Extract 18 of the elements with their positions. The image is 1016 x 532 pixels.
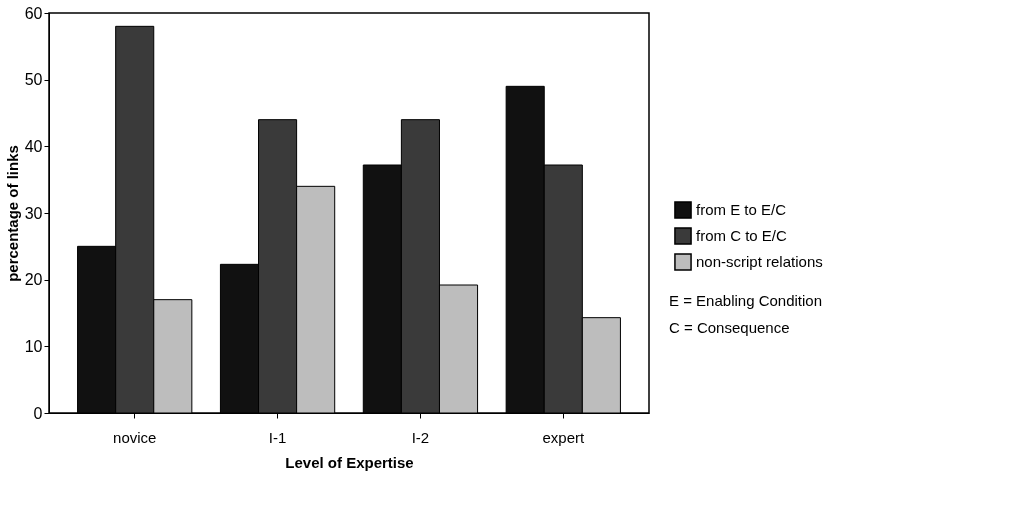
- x-tick-label: expert: [542, 428, 585, 446]
- legend-label: from C to E/C: [696, 227, 788, 244]
- legend-label: from E to E/C: [696, 201, 787, 218]
- y-tick-label: 40: [24, 137, 43, 155]
- y-tick-label: 60: [24, 4, 43, 22]
- text: E = Enabling Condition: [669, 292, 823, 309]
- x-tick-label: I-1: [268, 428, 287, 446]
- y-axis-title: percentage of links: [3, 145, 21, 282]
- y-tick-label: 20: [24, 271, 43, 289]
- y-tick-label: 50: [24, 71, 43, 89]
- x-tick-label: novice: [113, 428, 157, 446]
- text: C = Consequence: [669, 319, 790, 336]
- y-tick-label: 30: [24, 204, 43, 222]
- x-axis-title: Level of Expertise: [285, 453, 414, 471]
- y-tick-label: 10: [24, 337, 43, 355]
- x-tick-label: I-2: [411, 428, 430, 446]
- legend-label: non-script relations: [696, 253, 823, 270]
- y-tick-label: 0: [33, 404, 43, 422]
